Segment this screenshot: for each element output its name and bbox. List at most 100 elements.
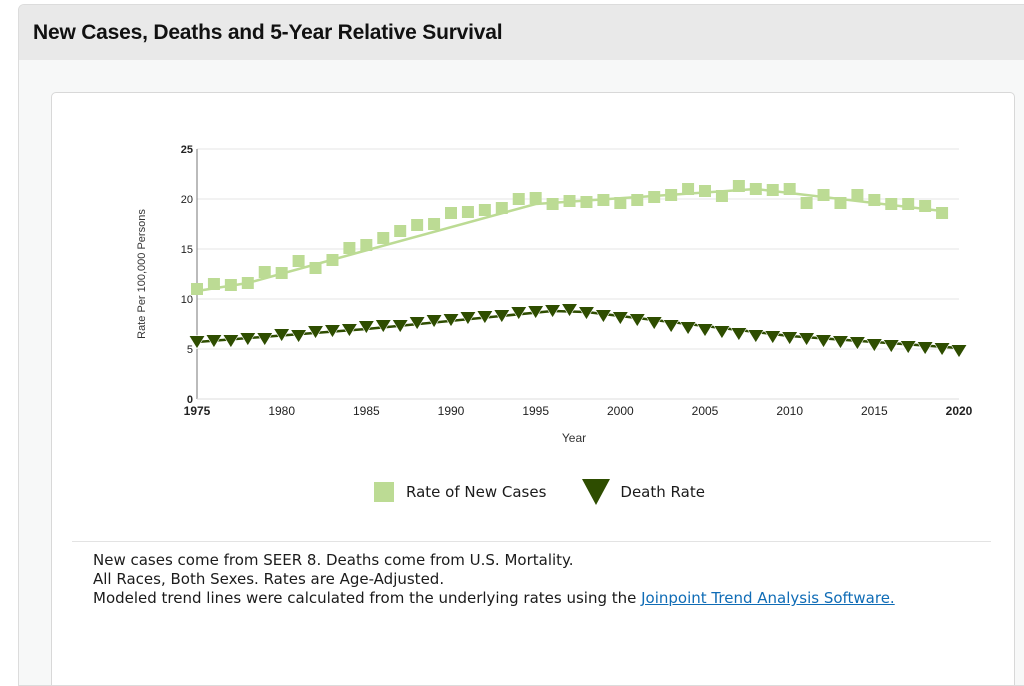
new-cases-point (546, 198, 559, 210)
legend-label-death-rate: Death Rate (620, 483, 705, 501)
new-cases-point (360, 239, 373, 251)
new-cases-point (445, 207, 457, 219)
new-cases-point (749, 183, 762, 195)
chart-notes: New cases come from SEER 8. Deaths come … (93, 551, 953, 608)
y-tick-label: 20 (181, 194, 193, 206)
new-cases-point (766, 184, 779, 196)
new-cases-point (275, 267, 288, 279)
death-rate-point (950, 344, 968, 359)
marker-layer (188, 180, 968, 359)
death-rate-point (696, 323, 714, 338)
death-rate-point (222, 334, 240, 349)
death-rate-point (713, 325, 731, 340)
y-tick-label: 15 (181, 244, 193, 256)
death-rate-point (357, 320, 375, 335)
square-marker-icon (374, 482, 394, 502)
death-rate-point (306, 325, 325, 340)
death-rate-point (374, 319, 392, 334)
legend-item-new-cases[interactable]: Rate of New Cases (374, 482, 546, 502)
new-cases-point (919, 200, 932, 212)
death-rate-point (730, 327, 748, 342)
new-cases-point (343, 242, 356, 254)
death-rate-point (577, 306, 596, 321)
new-cases-point (292, 255, 305, 267)
death-rate-point (899, 340, 917, 355)
new-cases-point (699, 185, 711, 197)
death-rate-point (256, 332, 274, 347)
x-tick-label: 2000 (607, 404, 634, 418)
death-rate-point (781, 331, 799, 346)
new-cases-point (258, 266, 271, 278)
death-rate-point (645, 316, 663, 331)
new-cases-point (648, 191, 661, 203)
death-rate-point (476, 310, 494, 325)
new-cases-point (394, 225, 407, 237)
x-tick-label: 1995 (522, 404, 549, 418)
death-rate-point (594, 309, 612, 324)
new-cases-point (529, 192, 542, 204)
x-axis-title: Year (562, 431, 586, 445)
chart-legend: Rate of New Cases Death Rate (374, 479, 741, 505)
death-rate-point (493, 309, 511, 324)
new-cases-point (885, 198, 898, 210)
new-cases-point (800, 197, 813, 209)
new-cases-point (631, 194, 644, 206)
new-cases-point (936, 207, 949, 219)
new-cases-point (614, 197, 627, 209)
death-rate-point (442, 313, 460, 328)
new-cases-point (207, 278, 220, 290)
new-cases-point (783, 183, 796, 195)
y-tick-label: 10 (181, 294, 193, 306)
death-rate-point (747, 329, 765, 344)
new-cases-point (580, 196, 593, 208)
death-rate-point (560, 303, 579, 318)
new-cases-point (478, 204, 491, 216)
death-rate-point (814, 334, 833, 349)
death-rate-point (628, 313, 646, 328)
x-tick-label: 2020 (946, 404, 973, 418)
death-rate-point (323, 324, 342, 339)
new-cases-point (428, 218, 441, 230)
death-rate-point (459, 311, 477, 326)
death-rate-point (662, 319, 680, 334)
death-rate-point (848, 336, 866, 351)
death-rate-point (239, 332, 257, 347)
death-rate-point (510, 306, 528, 321)
x-tick-label: 1980 (268, 404, 295, 418)
new-cases-point (563, 195, 576, 207)
new-cases-point (597, 194, 610, 206)
death-rate-point (340, 323, 358, 338)
axis-layer: 0 5 10 15 20 25 1975 1980 1985 1990 1995 2000 2005 20… (181, 144, 973, 418)
death-rate-point (391, 319, 409, 334)
joinpoint-link[interactable]: Joinpoint Trend Analysis Software. (641, 589, 895, 607)
panel-title: New Cases, Deaths and 5-Year Relative Su… (33, 20, 503, 44)
death-rate-point (425, 314, 443, 329)
new-cases-point (495, 202, 508, 214)
x-tick-label: 1985 (353, 404, 380, 418)
death-rate-point (679, 321, 697, 336)
new-cases-point (834, 197, 847, 209)
new-cases-point (902, 198, 915, 210)
y-axis-title: Rate Per 100,000 Persons (136, 209, 148, 339)
death-rate-point (273, 328, 291, 343)
new-cases-point (224, 279, 237, 291)
legend-label-new-cases: Rate of New Cases (406, 483, 547, 501)
grid-layer (197, 148, 959, 350)
chart-card: 0 5 10 15 20 25 1975 1980 1985 1990 1995 2000 2005 20… (51, 92, 1015, 685)
new-cases-point (326, 254, 339, 266)
death-rate-point (544, 304, 562, 319)
note-source: New cases come from SEER 8. Deaths come … (93, 551, 574, 569)
death-rate-point (290, 329, 308, 344)
new-cases-point (309, 262, 322, 274)
new-cases-point (241, 277, 254, 289)
death-rate-point (933, 342, 951, 357)
triangle-down-marker-icon (582, 479, 611, 505)
chart: 0 5 10 15 20 25 1975 1980 1985 1990 1995 2000 2005 20… (136, 144, 973, 445)
note-trend-method: Modeled trend lines were calculated from… (93, 589, 953, 608)
new-cases-point (512, 193, 525, 205)
legend-item-death-rate[interactable]: Death Rate (582, 479, 705, 505)
new-cases-point (191, 283, 203, 295)
note-population: All Races, Both Sexes. Rates are Age-Adj… (93, 570, 445, 588)
new-cases-point (411, 219, 424, 231)
new-cases-point (682, 183, 695, 195)
